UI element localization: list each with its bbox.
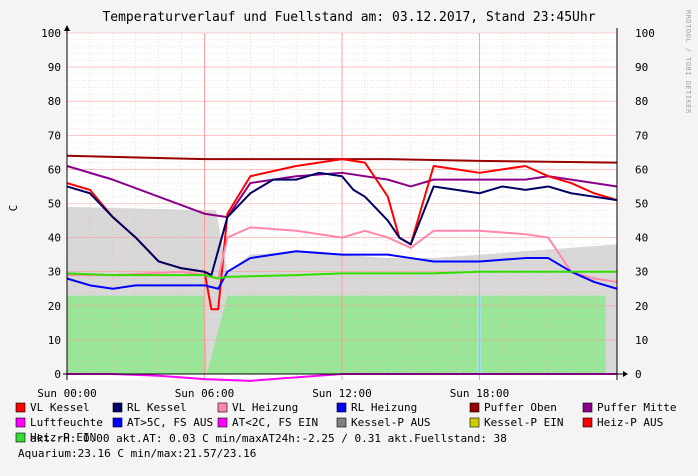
y-tick-label-left-2: 20 — [48, 300, 61, 313]
legend-swatch-2 — [217, 402, 228, 413]
series-line-3 — [66, 171, 618, 277]
y-tick-label-right-5: 50 — [635, 198, 648, 211]
y-tick-label-right-4: 40 — [635, 232, 648, 245]
legend-swatch-1 — [112, 402, 123, 413]
series-line-1 — [66, 165, 618, 219]
y-tick-label-right-10: 100 — [635, 27, 655, 40]
y-tick-label-left-1: 10 — [48, 334, 61, 347]
y-tick-label-right-8: 80 — [635, 95, 648, 108]
legend-swatch-5 — [582, 402, 593, 413]
legend-label-6: Luftfeuchte — [30, 416, 103, 429]
legend-label-0: VL Kessel — [30, 401, 90, 414]
stats-line-2: Aquarium:23.16 C min/max:21.57/23.16 — [18, 447, 256, 460]
area-1 — [67, 295, 606, 374]
y-tick-label-right-3: 30 — [635, 266, 648, 279]
y-tick-label-right-2: 20 — [635, 300, 648, 313]
y-tick-label-left-6: 60 — [48, 163, 61, 176]
legend-swatch-11 — [582, 417, 593, 428]
legend-swatch-4 — [469, 402, 480, 413]
x-tick-label-0: Sun 00:00 — [37, 387, 97, 400]
legend-label-2: VL Heizung — [232, 401, 298, 414]
legend-label-12: Heiz-P EIN — [30, 431, 96, 444]
x-tick-label-1: Sun 06:00 — [175, 387, 235, 400]
x-tick-label-2: Sun 12:00 — [312, 387, 372, 400]
legend-label-11: Heiz-P AUS — [597, 416, 663, 429]
legend-swatch-9 — [336, 417, 347, 428]
legend-swatch-0 — [15, 402, 26, 413]
legend-swatch-12 — [15, 432, 26, 443]
series-line-5 — [66, 250, 618, 290]
legend-label-3: RL Heizung — [351, 401, 417, 414]
y-tick-label-right-6: 60 — [635, 163, 648, 176]
legend-label-4: Puffer Oben — [484, 401, 557, 414]
legend-label-5: Puffer Mitte — [597, 401, 676, 414]
x-tick-label-3: Sun 18:00 — [450, 387, 510, 400]
legend-label-1: RL Kessel — [127, 401, 187, 414]
y-tick-label-right-7: 70 — [635, 129, 648, 142]
legend-swatch-3 — [336, 402, 347, 413]
legend-swatch-6 — [15, 417, 26, 428]
stats-line-1: akt.rH: 0.00 akt.AT: 0.03 C min/maxAT24h… — [30, 432, 507, 445]
plot-area: 0 0 10 10 20 20 30 30 40 40 50 50 60 60 70 70 80 80 90 90 10… — [37, 25, 655, 400]
y-tick-label-left-10: 100 — [41, 27, 61, 40]
side-label: RRDTOOL / TOBI OETIKER — [684, 10, 692, 114]
y-tick-label-left-3: 30 — [48, 266, 61, 279]
y-tick-label-left-9: 90 — [48, 61, 61, 74]
x-axis-arrow — [623, 371, 628, 377]
y-tick-label-left-7: 70 — [48, 129, 61, 142]
y-tick-label-left-8: 80 — [48, 95, 61, 108]
chart-title: Temperaturverlauf und Fuellstand am: 03.… — [102, 10, 595, 25]
y-tick-label-right-0: 0 — [635, 368, 642, 381]
legend-swatch-8 — [217, 417, 228, 428]
legend-label-7: AT>5C, FS AUS — [127, 416, 213, 429]
series-line-6 — [66, 270, 617, 280]
y-tick-label-left-4: 40 — [48, 232, 61, 245]
y-axis-label: C — [7, 205, 20, 212]
legend-label-10: Kessel-P EIN — [484, 416, 563, 429]
y-tick-label-left-0: 0 — [54, 368, 61, 381]
y-tick-label-left-5: 50 — [48, 198, 61, 211]
legend-swatch-7 — [112, 417, 123, 428]
y-axis-arrow — [64, 25, 70, 31]
y-tick-label-right-9: 90 — [635, 61, 648, 74]
legend: VL Kessel RL Kessel VL Heizung RL Heizung Pu… — [15, 401, 676, 444]
legend-label-8: AT<2C, FS EIN — [232, 416, 318, 429]
y-tick-label-right-1: 10 — [635, 334, 648, 347]
series-line-0 — [66, 154, 618, 164]
legend-label-9: Kessel-P AUS — [351, 416, 430, 429]
legend-swatch-10 — [469, 417, 480, 428]
